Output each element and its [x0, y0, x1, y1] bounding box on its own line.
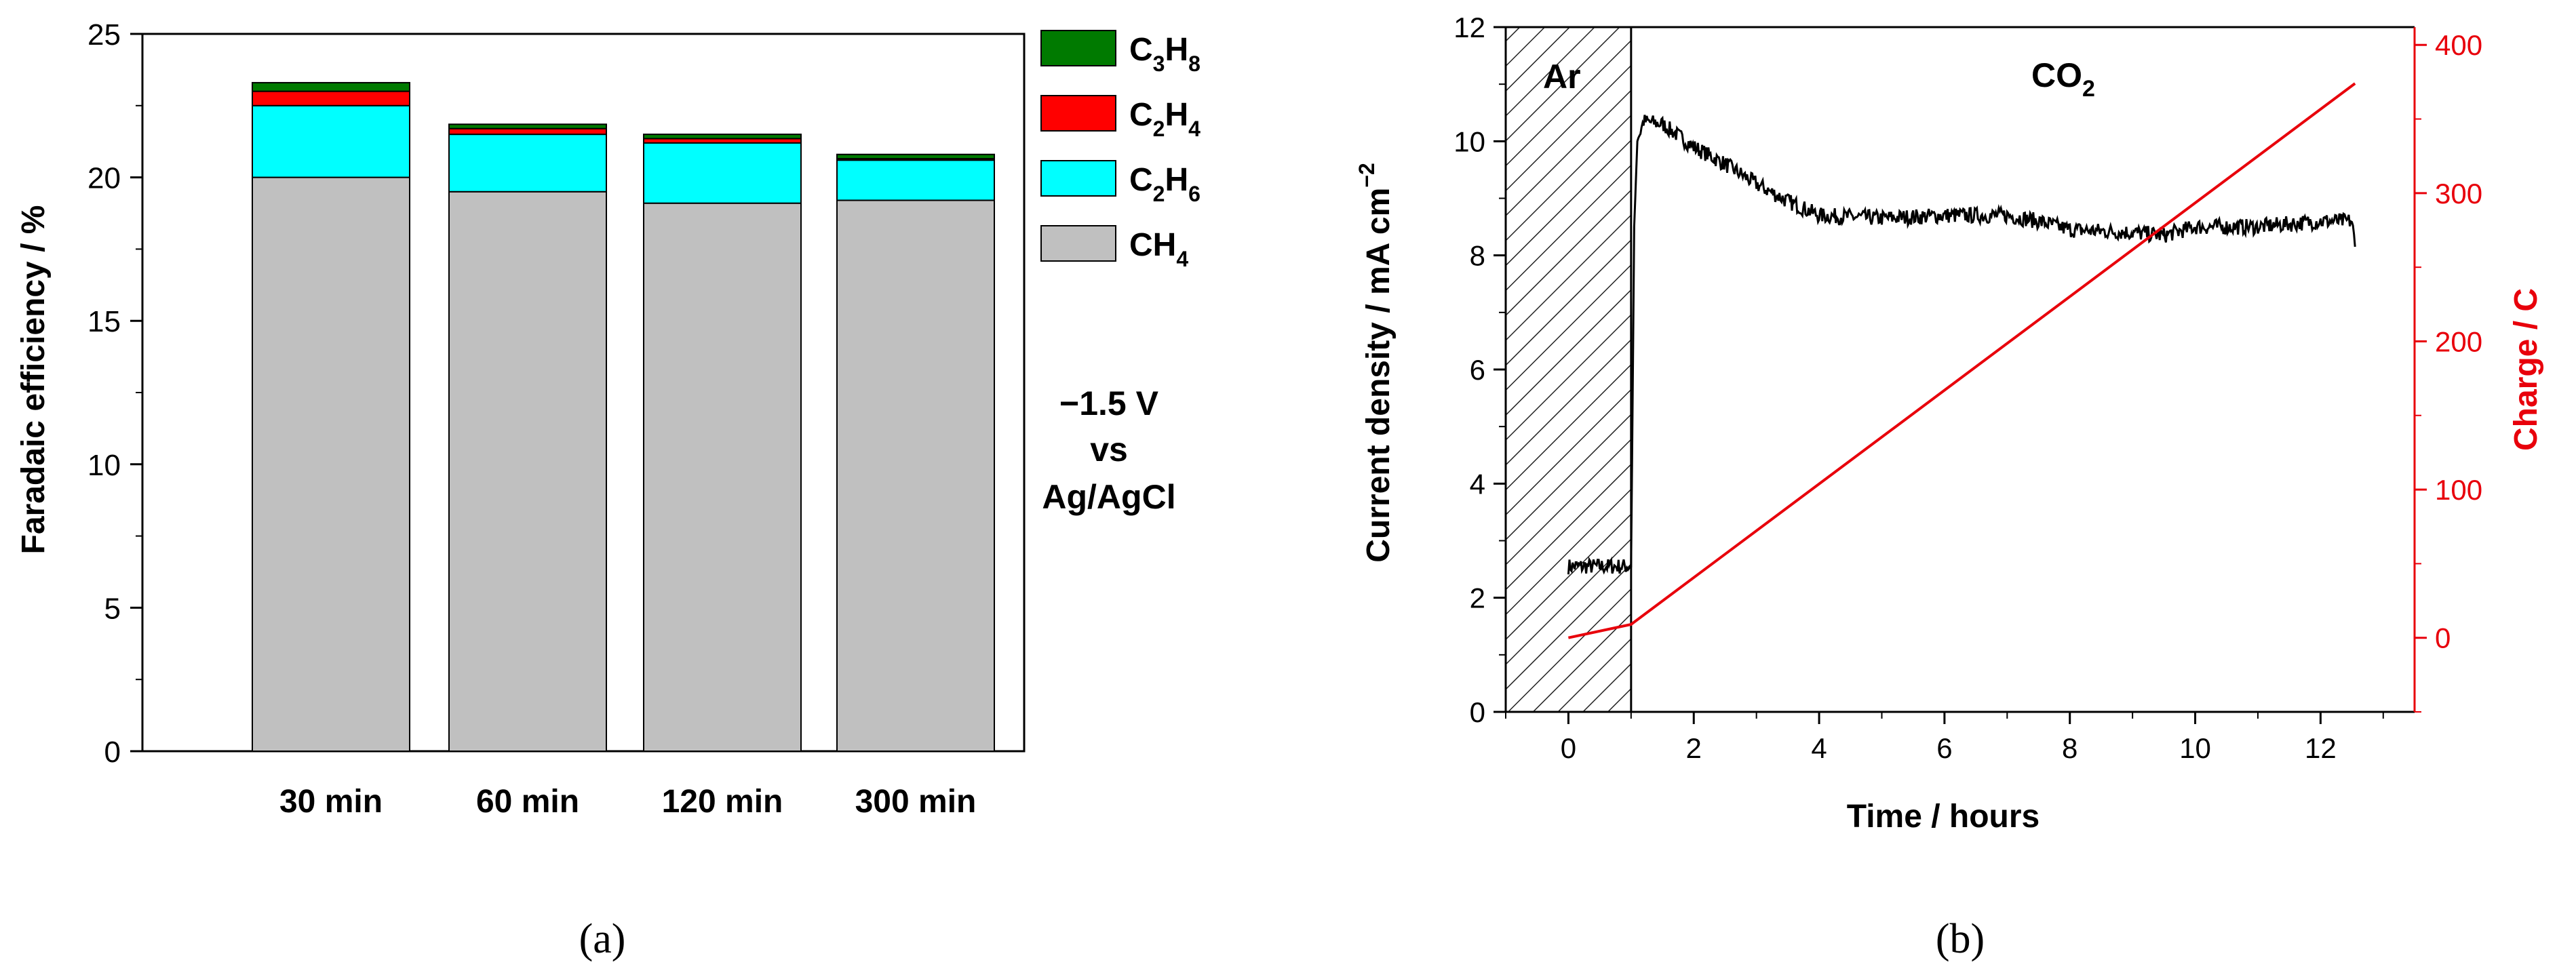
b-y2-tick-label: 300 — [2435, 178, 2482, 209]
a-category-label: 300 min — [855, 784, 977, 820]
a-bar-c3h8-1 — [252, 81, 410, 92]
b-y-tick-label: 4 — [1470, 468, 1485, 500]
a-legend-swatch-c2h4 — [1040, 95, 1116, 132]
a-bar-c2h6-1 — [252, 104, 410, 178]
a-annotation: −1.5 V vs Ag/AgCl — [1042, 384, 1175, 516]
a-bar-ch4-3 — [643, 202, 802, 752]
a-legend-label-c2h4: C2H4 — [1129, 97, 1201, 141]
a-legend-swatch-c3h8 — [1040, 30, 1116, 66]
b-series-lines — [1567, 82, 2356, 639]
a-y-tick-label: 0 — [104, 736, 121, 769]
b-x-tick-label: 0 — [1561, 732, 1576, 764]
a-bar-c2h6-4 — [836, 159, 995, 201]
a-bar-c3h8-4 — [836, 153, 995, 160]
b-y2-tick-label: 0 — [2435, 622, 2451, 654]
a-category-labels: 30 min 60 min 120 min 300 min — [279, 784, 976, 820]
a-bar-c2h6-3 — [643, 142, 802, 204]
a-bar-c2h4-1 — [252, 90, 410, 106]
panel-label-a: (a) — [579, 916, 626, 962]
b-y-tick-label: 6 — [1470, 354, 1485, 386]
b-y2-tick-label: 100 — [2435, 474, 2482, 506]
b-y-tick-label: 0 — [1470, 696, 1485, 728]
a-category-label: 30 min — [279, 784, 383, 820]
b-x-tick-label: 10 — [2179, 732, 2211, 764]
a-annotation-line-2: vs — [1090, 431, 1128, 468]
a-legend-swatch-ch4 — [1040, 225, 1116, 262]
b-y-tick-label: 12 — [1453, 12, 1485, 43]
a-legend-swatch-c2h6 — [1040, 160, 1116, 197]
a-legend: C3H8 C2H4 C2H6 CH4 — [1040, 30, 1201, 271]
a-bar-c3h8-2 — [448, 123, 607, 129]
a-legend-label-c3h8: C3H8 — [1129, 32, 1201, 76]
chart-a-faradaic-efficiency: 0 5 10 15 20 25 30 min 60 min 120 min 300 min Fa… — [16, 18, 1201, 962]
b-x-tick-label: 6 — [1936, 732, 1952, 764]
b-y-axis-label: Current density / mA cm−2 — [1354, 163, 1397, 563]
a-y-tick-label: 10 — [87, 449, 121, 482]
a-category-label: 120 min — [662, 784, 783, 820]
b-y-tick-label: 2 — [1470, 582, 1485, 614]
b-x-axis-label: Time / hours — [1847, 799, 2040, 835]
b-y2-tick-label: 200 — [2435, 325, 2482, 357]
a-bars-group — [252, 81, 995, 753]
b-y-tick-label: 10 — [1453, 125, 1485, 157]
b-current-density-line — [1567, 115, 2356, 575]
a-bar-ch4-2 — [448, 191, 607, 752]
b-region-label-ar: Ar — [1543, 58, 1581, 96]
b-y2-axis-label: Charge / C — [2508, 288, 2544, 451]
a-legend-label-c2h6: C2H6 — [1129, 162, 1201, 206]
b-x-tick-label: 12 — [2305, 732, 2337, 764]
a-bar-c2h6-2 — [448, 134, 607, 193]
b-y2-tick-label: 400 — [2435, 29, 2482, 61]
a-bar-c3h8-3 — [643, 134, 802, 140]
b-x-tick-label: 8 — [2062, 732, 2077, 764]
a-annotation-line-3: Ag/AgCl — [1042, 478, 1175, 516]
a-bar-c2h4-2 — [448, 127, 607, 136]
b-x-tick-label: 4 — [1811, 732, 1827, 764]
a-legend-label-ch4: CH4 — [1129, 227, 1188, 271]
a-bar-ch4-1 — [252, 176, 410, 753]
a-annotation-line-1: −1.5 V — [1059, 384, 1159, 422]
a-y-tick-label: 20 — [87, 162, 121, 195]
b-region-label-co2: CO2 — [2031, 56, 2095, 102]
b-y-tick-label: 8 — [1470, 240, 1485, 272]
a-bar-ch4-4 — [836, 199, 995, 752]
b-argon-hatched-region — [1504, 26, 1633, 713]
chart-b-current-charge: 0 2 4 6 8 10 12 0 2 4 6 8 10 12 0 100 200 300 400 Ar CO2 T… — [1354, 12, 2544, 962]
b-x-tick-label: 2 — [1686, 732, 1702, 764]
a-y-tick-label: 15 — [87, 305, 121, 338]
panel-label-b: (b) — [1936, 916, 1985, 962]
b-ticks: 0 2 4 6 8 10 12 0 2 4 6 8 10 12 0 100 200 300 400 — [1453, 12, 2482, 764]
a-category-label: 60 min — [476, 784, 579, 820]
a-y-tick-label: 25 — [87, 18, 121, 52]
a-y-tick-label: 5 — [104, 592, 121, 625]
b-charge-line — [1567, 82, 2356, 639]
a-y-axis-label: Faradaic efficiency / % — [16, 205, 52, 555]
a-y-ticks: 0 5 10 15 20 25 — [87, 18, 142, 769]
